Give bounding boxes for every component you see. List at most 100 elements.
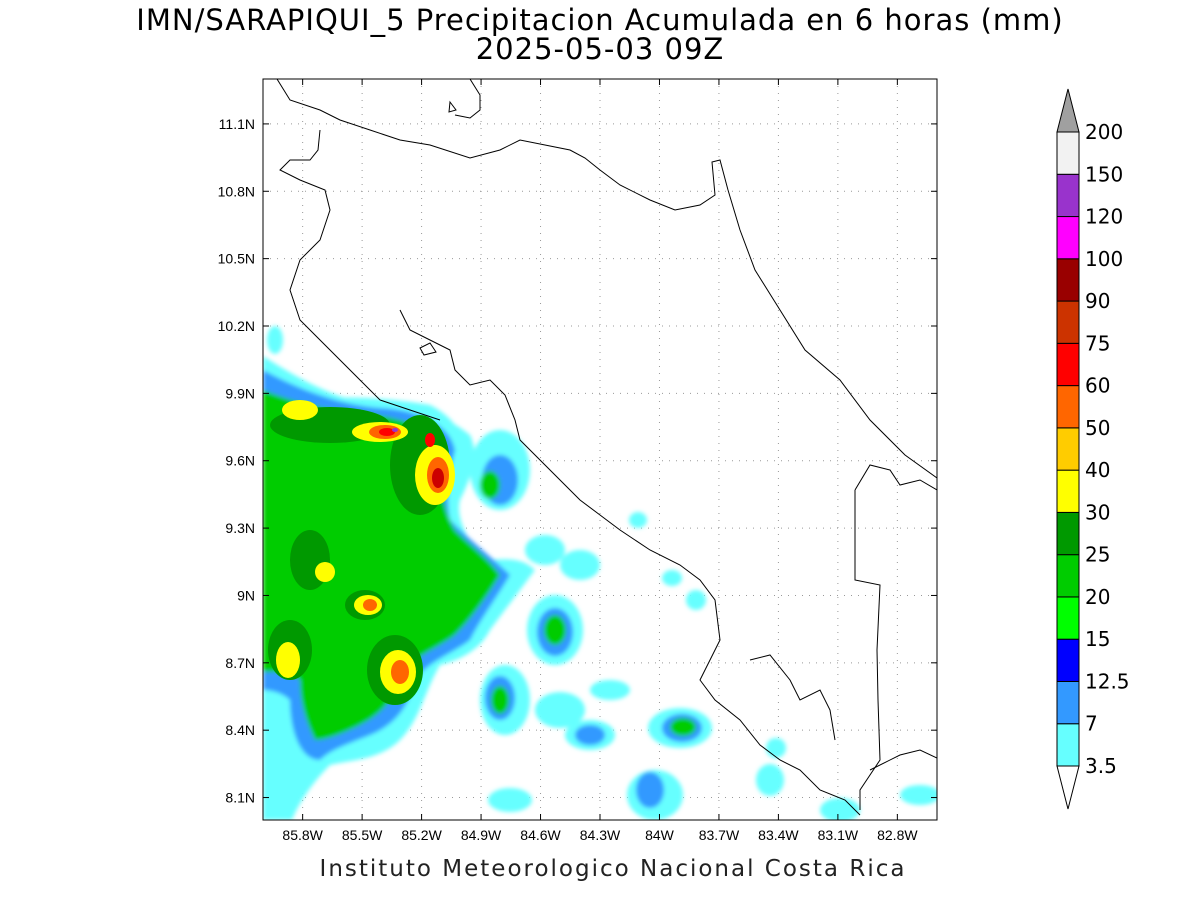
colorbar-swatch [1056, 300, 1080, 344]
rain-blob-18 [590, 680, 630, 700]
rain-blob-8 [560, 550, 600, 580]
y-tick-label: 8.4N [225, 722, 255, 738]
nicoya-gulf [399, 309, 861, 816]
rain-blob-17 [766, 738, 786, 758]
y-tick-label: 9.6N [225, 453, 255, 469]
colorbar-label: 120 [1085, 205, 1123, 229]
core-orange-d [363, 599, 377, 611]
rain-blob-16 [629, 512, 647, 528]
rain-heavy-2 [491, 686, 509, 714]
rain-blob-19 [267, 326, 283, 354]
y-tick-label: 10.2N [218, 318, 255, 334]
colorbar-label: 100 [1085, 247, 1123, 271]
y-tick-label: 9.9N [225, 385, 255, 401]
colorbar-label: 150 [1085, 162, 1123, 186]
core-purple [392, 428, 398, 432]
y-tick-label: 11.1N [219, 116, 255, 132]
rain-core-4 [575, 725, 605, 745]
core-yellow-f [315, 562, 335, 582]
precipitation-field [263, 326, 937, 820]
x-tick-label: 85.8W [282, 827, 323, 843]
core-yellow-a [282, 400, 318, 420]
rain-heavy-4 [480, 471, 500, 499]
colorbar-swatch [1056, 638, 1080, 682]
y-tick-label: 9.3N [225, 520, 255, 536]
colorbar-swatch [1056, 131, 1080, 175]
x-tick-label: 84.3W [580, 827, 621, 843]
x-tick-label: 85.5W [342, 827, 383, 843]
x-tick-label: 84.9W [461, 827, 502, 843]
colorbar-swatch [1056, 173, 1080, 218]
lake-island [448, 100, 457, 113]
colorbar-bottom-arrow [1056, 765, 1080, 810]
colorbar-label: 200 [1085, 120, 1123, 144]
core-red-c [425, 433, 435, 447]
rain-blob-11 [756, 764, 784, 796]
x-tick-label: 84W [645, 827, 675, 843]
y-tick-label: 9N [237, 587, 255, 603]
y-axis-ticks: 8.1N 8.4N 8.7N 9N 9.3N 9.6N 9.9N 10.2N 10.5N 10.8… [218, 116, 937, 806]
core-red-b [432, 468, 444, 488]
x-axis-ticks: 85.8W 85.5W 85.2W 84.9W 84.6W 84.3W 84W 83.7W 83… [282, 79, 918, 843]
colorbar-swatch [1056, 596, 1080, 640]
colorbar-label: 30 [1085, 500, 1110, 524]
nicaragua-coast [276, 79, 729, 211]
colorbar-label: 75 [1085, 331, 1110, 355]
colorbar-label: 7 [1085, 712, 1098, 736]
x-tick-label: 85.2W [401, 827, 442, 843]
rain-blob-4 [535, 692, 585, 728]
colorbar-label: 40 [1085, 458, 1110, 482]
colorbar-label: 15 [1085, 627, 1110, 651]
colorbar-swatch [1056, 342, 1080, 387]
x-tick-label: 83.4W [758, 827, 799, 843]
core-red-a [379, 428, 395, 436]
panama-coast [869, 749, 937, 771]
x-tick-label: 83.7W [699, 827, 740, 843]
footer-credit: Instituto Meteorologico Nacional Costa R… [319, 856, 907, 882]
colorbar-label: 25 [1085, 543, 1110, 567]
colorbar-swatch [1056, 385, 1080, 429]
colorbar-label: 12.5 [1085, 669, 1130, 693]
panama-border [854, 464, 937, 810]
core-orange-c [391, 660, 409, 684]
y-tick-label: 8.1N [225, 790, 255, 806]
colorbar-swatch [1056, 680, 1080, 725]
colorbar-top-arrow [1056, 88, 1080, 133]
x-tick-label: 83.1W [818, 827, 859, 843]
map-title: IMN/SARAPIQUI_5 Precipitacion Acumulada … [136, 3, 1064, 37]
x-tick-label: 84.6W [520, 827, 561, 843]
rain-blob-14 [686, 590, 706, 610]
caribbean-coast [727, 189, 937, 479]
rain-blob-12 [900, 785, 937, 805]
rain-blob-10 [488, 788, 532, 812]
y-tick-label: 8.7N [225, 655, 255, 671]
colorbar-swatch [1056, 469, 1080, 513]
colorbar-label: 60 [1085, 374, 1110, 398]
rain-blob-13 [820, 798, 860, 820]
rain-heavy-3 [670, 718, 696, 736]
rain-blob-15 [662, 570, 682, 586]
colorbar-swatch [1056, 723, 1080, 767]
colorbar-swatch [1056, 216, 1080, 260]
lake-shore [454, 79, 481, 119]
x-tick-label: 82.8W [877, 827, 918, 843]
colorbar: 3.5 7 12.5 15 20 25 30 40 50 60 75 90 100 120 150 200 [1056, 88, 1130, 810]
colorbar-label: 50 [1085, 416, 1110, 440]
pacific-coast-north [279, 129, 441, 421]
osa-peninsula [749, 654, 836, 741]
colorbar-label: 20 [1085, 585, 1110, 609]
coastlines [276, 79, 937, 816]
core-yellow-g [276, 642, 300, 678]
colorbar-swatch [1056, 554, 1080, 598]
colorbar-label: 90 [1085, 289, 1110, 313]
colorbar-swatch [1056, 427, 1080, 471]
y-tick-label: 10.8N [218, 183, 255, 199]
colorbar-swatch [1056, 511, 1080, 556]
map-datetime: 2025-05-03 09Z [475, 32, 725, 66]
rain-heavy-1 [544, 615, 566, 645]
rain-core-5 [636, 772, 664, 808]
gulf-island [419, 342, 437, 356]
colorbar-swatch [1056, 258, 1080, 302]
y-tick-label: 10.5N [218, 251, 255, 267]
